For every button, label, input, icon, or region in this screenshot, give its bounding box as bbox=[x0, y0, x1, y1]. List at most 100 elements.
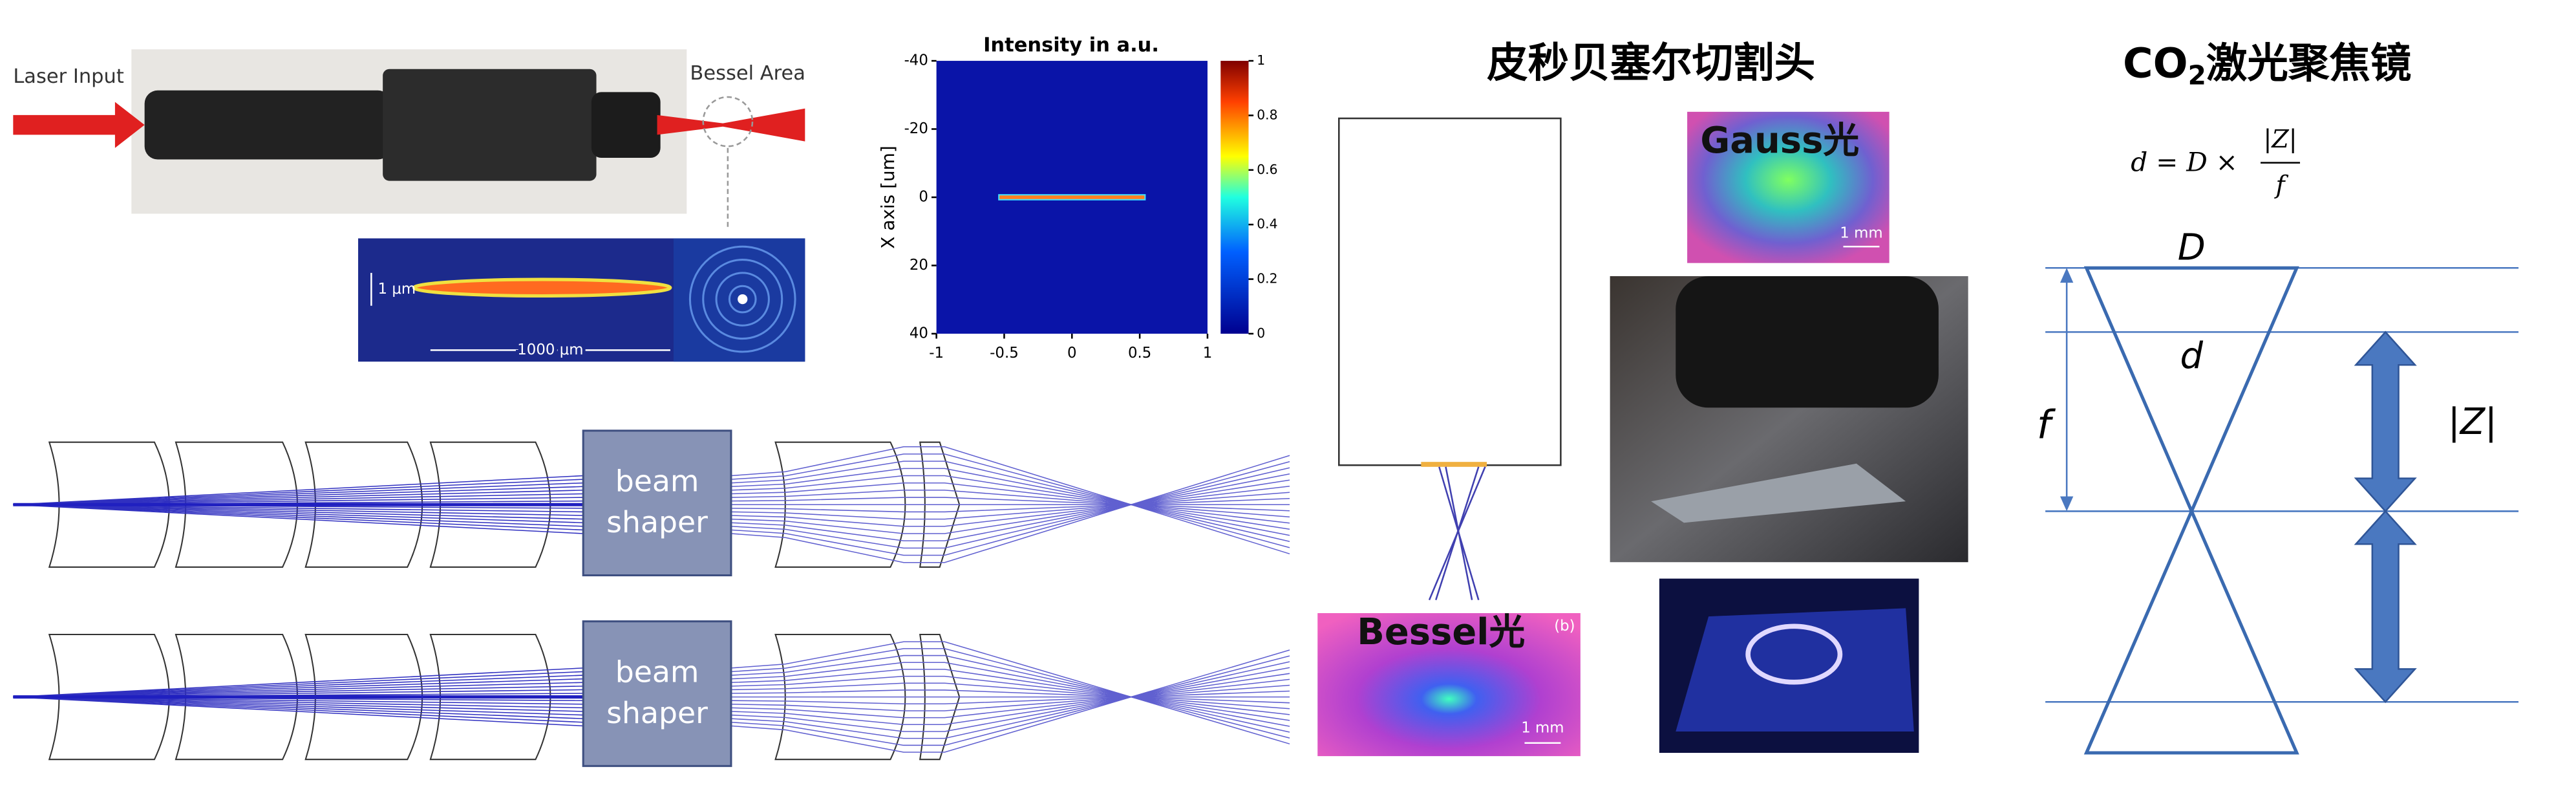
ray bbox=[730, 453, 1290, 548]
x-tick-label: -0.5 bbox=[990, 345, 1019, 362]
x-tick-label: 1 bbox=[1203, 345, 1213, 362]
ray bbox=[730, 675, 1290, 715]
ray bbox=[730, 461, 1290, 543]
area-marker bbox=[702, 96, 754, 147]
lens bbox=[429, 634, 551, 761]
intensity-line bbox=[998, 194, 1146, 200]
section-title: 皮秒贝塞尔切割头 bbox=[1487, 39, 1815, 87]
label: f bbox=[2037, 402, 2056, 448]
ray bbox=[13, 675, 584, 698]
ray bbox=[730, 667, 1290, 732]
lens bbox=[175, 634, 298, 761]
lens bbox=[175, 441, 298, 568]
ray bbox=[730, 461, 1290, 556]
colorbar-tick-label: 0.4 bbox=[1257, 216, 1277, 232]
device-body bbox=[383, 69, 597, 181]
ray bbox=[730, 649, 1290, 753]
ray bbox=[13, 486, 584, 506]
section-title: CO2激光聚焦镜 bbox=[2123, 39, 2412, 91]
ray bbox=[730, 673, 1290, 726]
focus-cone bbox=[2083, 266, 2299, 755]
ray bbox=[730, 497, 1290, 513]
lens bbox=[304, 441, 423, 568]
beam-shaper bbox=[582, 429, 732, 577]
sample-photo bbox=[1651, 463, 1906, 523]
lens bbox=[304, 634, 423, 761]
beam-cone bbox=[1428, 466, 1486, 601]
ray bbox=[13, 682, 584, 698]
intensity-plot: Intensity in a.u. X axis [um] -1 -0.5 0 0.5… bbox=[877, 34, 1278, 362]
ray bbox=[730, 655, 1290, 733]
head-photo bbox=[1676, 276, 1939, 408]
ray bbox=[730, 682, 1290, 710]
axicon bbox=[919, 441, 961, 568]
bessel-core bbox=[412, 277, 672, 298]
ray bbox=[730, 662, 1290, 727]
ray bbox=[13, 696, 584, 719]
box-label: beam bbox=[615, 655, 699, 689]
label: |Z| bbox=[2448, 401, 2497, 443]
ray bbox=[730, 684, 1290, 711]
input-arrow bbox=[13, 102, 145, 148]
scale-label: 1000 μm bbox=[517, 341, 583, 358]
ray bbox=[13, 482, 584, 506]
ray bbox=[730, 479, 1290, 534]
title-sub: 2 bbox=[2188, 60, 2206, 91]
ray bbox=[13, 678, 584, 698]
label: Bessel Area bbox=[690, 62, 805, 85]
nozzle bbox=[1421, 462, 1487, 467]
colorbar bbox=[1220, 61, 1249, 334]
colorbar-tick-label: 0.2 bbox=[1257, 271, 1277, 287]
ray bbox=[730, 482, 1290, 524]
ray bbox=[13, 504, 584, 527]
image-label: Bessel光 bbox=[1357, 611, 1525, 653]
y-tick-label: 40 bbox=[910, 325, 928, 341]
ray bbox=[13, 504, 584, 531]
lens-diagrams: beam shaper beam shaper bbox=[13, 429, 1290, 767]
bessel-beam bbox=[657, 108, 805, 142]
colorbar-tick-label: 0.6 bbox=[1257, 162, 1277, 177]
colorbar-tick-label: 1 bbox=[1257, 52, 1265, 68]
lens bbox=[429, 441, 551, 568]
ray bbox=[730, 690, 1290, 705]
ray bbox=[730, 455, 1290, 563]
ray bbox=[730, 490, 1290, 518]
formula: f bbox=[2273, 171, 2288, 199]
ray bbox=[730, 497, 1290, 512]
y-tick-label: 20 bbox=[910, 257, 928, 274]
ray bbox=[13, 479, 584, 506]
colorbar-tick-label: 0 bbox=[1257, 325, 1265, 341]
scale-label: 1 mm bbox=[1521, 719, 1564, 736]
ray bbox=[730, 648, 1290, 739]
title-part: CO bbox=[2123, 39, 2188, 87]
ray bbox=[13, 475, 584, 506]
ray bbox=[730, 492, 1290, 520]
image-label: Gauss光 bbox=[1700, 120, 1859, 162]
ray bbox=[13, 493, 584, 506]
ray bbox=[13, 671, 584, 698]
title-part: 激光聚焦镜 bbox=[2206, 39, 2412, 87]
lens bbox=[48, 634, 170, 761]
ray bbox=[13, 696, 584, 712]
ray bbox=[13, 696, 584, 723]
ray bbox=[730, 689, 1290, 704]
bessel-image bbox=[1317, 612, 1581, 757]
ray bbox=[730, 669, 1290, 721]
z-arrow bbox=[2354, 330, 2417, 513]
scale-label: 1 μm bbox=[378, 281, 416, 298]
box-label: shaper bbox=[606, 505, 708, 539]
beam-shaper bbox=[582, 620, 732, 767]
device-body bbox=[591, 92, 661, 158]
ray bbox=[13, 504, 584, 520]
y-tick-label: 0 bbox=[919, 189, 928, 206]
y-label: X axis [um] bbox=[877, 146, 899, 249]
x-tick-label: 0.5 bbox=[1128, 345, 1151, 362]
ray bbox=[730, 473, 1290, 541]
panel-label: (b) bbox=[1554, 618, 1575, 634]
lens bbox=[48, 441, 170, 568]
ray bbox=[13, 490, 584, 506]
head-outline bbox=[1338, 117, 1562, 466]
ray bbox=[13, 504, 584, 516]
y-tick-label: -20 bbox=[904, 120, 928, 137]
